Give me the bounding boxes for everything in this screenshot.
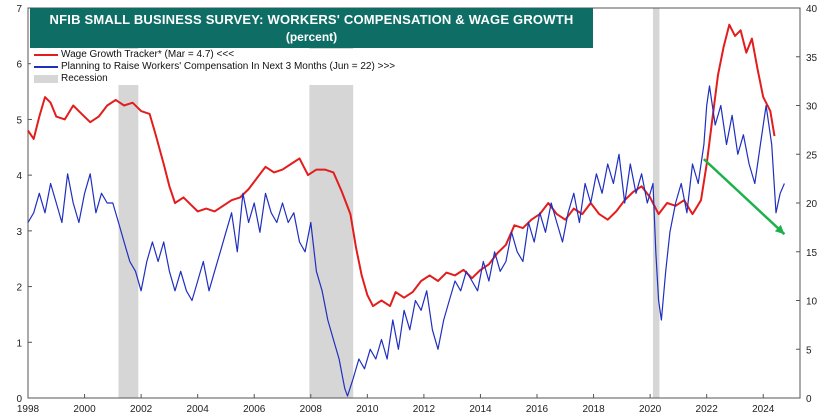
recession-band-2 — [652, 8, 660, 398]
x-tick-label-2022: 2022 — [696, 404, 719, 415]
x-tick-label-2006: 2006 — [243, 404, 266, 415]
y-left-tick-label-6: 6 — [16, 60, 22, 71]
trend-arrow-head — [774, 224, 785, 235]
x-tick-label-2018: 2018 — [582, 404, 605, 415]
x-tick-label-2014: 2014 — [469, 404, 492, 415]
trend-arrow-line — [703, 158, 786, 236]
y-right-tick-label-35: 35 — [806, 53, 818, 64]
chart-title-box: NFIB SMALL BUSINESS SURVEY: WORKERS' COM… — [30, 8, 593, 48]
legend-item-planning: Planning to Raise Workers' Compensation … — [31, 61, 461, 73]
legend: Wage Growth Tracker* (Mar = 4.7) <<< Pla… — [31, 49, 461, 85]
x-tick-label-1998: 1998 — [17, 404, 40, 415]
legend-label-wage-growth: Wage Growth Tracker* (Mar = 4.7) <<< — [61, 49, 235, 60]
x-tick-label-2008: 2008 — [300, 404, 323, 415]
x-tick-label-2010: 2010 — [356, 404, 379, 415]
y-left-tick-label-7: 7 — [16, 4, 22, 15]
y-right-tick-label-0: 0 — [806, 394, 812, 405]
y-right-tick-label-15: 15 — [806, 248, 818, 259]
y-right-tick-label-30: 30 — [806, 102, 818, 113]
legend-item-recession: Recession — [31, 73, 461, 85]
y-right-tick-label-25: 25 — [806, 150, 818, 161]
legend-label-planning: Planning to Raise Workers' Compensation … — [61, 61, 396, 72]
x-tick-label-2012: 2012 — [413, 404, 436, 415]
y-left-tick-label-2: 2 — [16, 283, 22, 294]
chart-title: NFIB SMALL BUSINESS SURVEY: WORKERS' COM… — [49, 12, 574, 27]
x-tick-label-2000: 2000 — [73, 404, 96, 415]
legend-swatch-red — [34, 54, 58, 56]
legend-swatch-blue — [34, 66, 58, 68]
x-tick-label-2016: 2016 — [526, 404, 549, 415]
y-right-tick-label-10: 10 — [806, 297, 818, 308]
x-tick-label-2004: 2004 — [187, 404, 210, 415]
y-right-tick-label-20: 20 — [806, 199, 818, 210]
y-left-tick-label-3: 3 — [16, 227, 22, 238]
y-right-tick-label-5: 5 — [806, 345, 812, 356]
legend-label-recession: Recession — [61, 73, 108, 84]
legend-item-wage-growth: Wage Growth Tracker* (Mar = 4.7) <<< — [31, 49, 461, 61]
legend-swatch-recession — [34, 75, 58, 83]
chart-subtitle: (percent) — [285, 30, 338, 44]
y-left-tick-label-5: 5 — [16, 115, 22, 126]
y-right-tick-label-40: 40 — [806, 4, 818, 15]
y-left-tick-label-4: 4 — [16, 171, 22, 182]
x-tick-label-2002: 2002 — [130, 404, 153, 415]
y-left-tick-label-1: 1 — [16, 338, 22, 349]
series-line-wage-growth — [27, 23, 776, 308]
series-line-planning-compensation — [27, 85, 785, 397]
x-tick-label-2020: 2020 — [639, 404, 662, 415]
x-tick-label-2024: 2024 — [752, 404, 775, 415]
y-left-tick-label-0: 0 — [16, 394, 22, 405]
